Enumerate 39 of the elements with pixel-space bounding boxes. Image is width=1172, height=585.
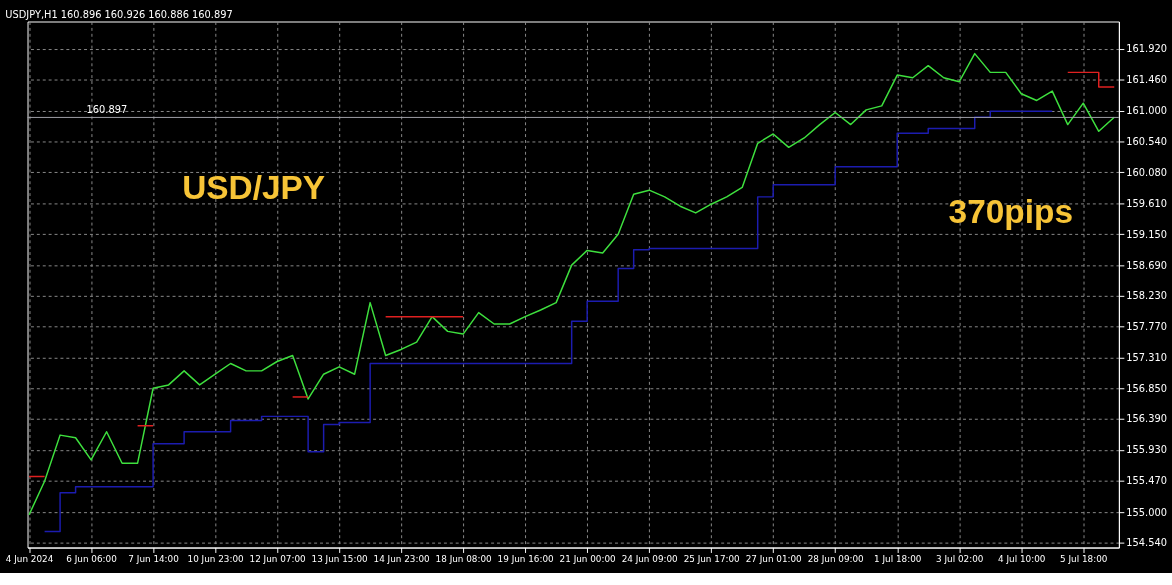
y-tick-label: 155.470: [1126, 475, 1167, 487]
y-tick-label: 159.610: [1126, 198, 1167, 209]
x-tick-label: 5 Jul 18:00: [1060, 553, 1108, 564]
x-tick-label: 7 Jun 14:00: [128, 553, 180, 564]
ref-line-label: 160.897: [86, 103, 128, 115]
y-tick-label: 158.230: [1126, 290, 1167, 302]
x-tick-label: 19 Jun 16:00: [497, 553, 555, 564]
y-tick-label: 159.150: [1126, 228, 1167, 240]
x-tick-label: 1 Jul 18:00: [874, 553, 922, 564]
x-tick-label: 4 Jul 10:00: [998, 553, 1046, 564]
x-tick-label: 4 Jun 2024: [5, 553, 54, 564]
y-tick-label: 154.540: [1126, 537, 1167, 549]
x-tick-label: 3 Jul 02:00: [936, 553, 984, 564]
y-tick-label: 161.460: [1126, 74, 1167, 86]
x-tick-label: 14 Jun 23:00: [373, 553, 431, 564]
chart-title: USDJPY,H1 160.896 160.926 160.886 160.897: [5, 8, 233, 20]
x-tick-label: 28 Jun 09:00: [807, 553, 865, 564]
annotation: 370pips: [948, 193, 1073, 231]
y-tick-label: 156.390: [1126, 413, 1167, 425]
annotation: USD/JPY: [182, 168, 326, 206]
x-tick-label: 6 Jun 06:00: [66, 553, 118, 564]
y-tick-label: 160.540: [1126, 135, 1167, 147]
x-tick-label: 10 Jun 23:00: [187, 553, 245, 564]
y-tick-label: 155.930: [1126, 444, 1167, 456]
y-tick-label: 161.920: [1126, 43, 1167, 55]
y-tick-label: 155.000: [1126, 506, 1167, 518]
x-tick-label: 21 Jun 00:00: [559, 553, 617, 564]
y-tick-label: 158.690: [1126, 259, 1167, 271]
y-tick-label: 161.000: [1126, 104, 1167, 116]
y-tick-label: 157.310: [1126, 351, 1167, 363]
y-tick-label: 156.850: [1126, 382, 1167, 394]
x-tick-label: 27 Jun 01:00: [745, 553, 803, 564]
x-tick-label: 25 Jun 17:00: [683, 553, 741, 564]
y-tick-label: 160.080: [1126, 166, 1167, 178]
x-tick-label: 18 Jun 08:00: [435, 553, 493, 564]
y-tick-label: 157.770: [1126, 321, 1167, 333]
x-tick-label: 12 Jun 07:00: [249, 553, 307, 564]
x-tick-label: 13 Jun 15:00: [311, 553, 369, 564]
x-tick-label: 24 Jun 09:00: [621, 553, 679, 564]
